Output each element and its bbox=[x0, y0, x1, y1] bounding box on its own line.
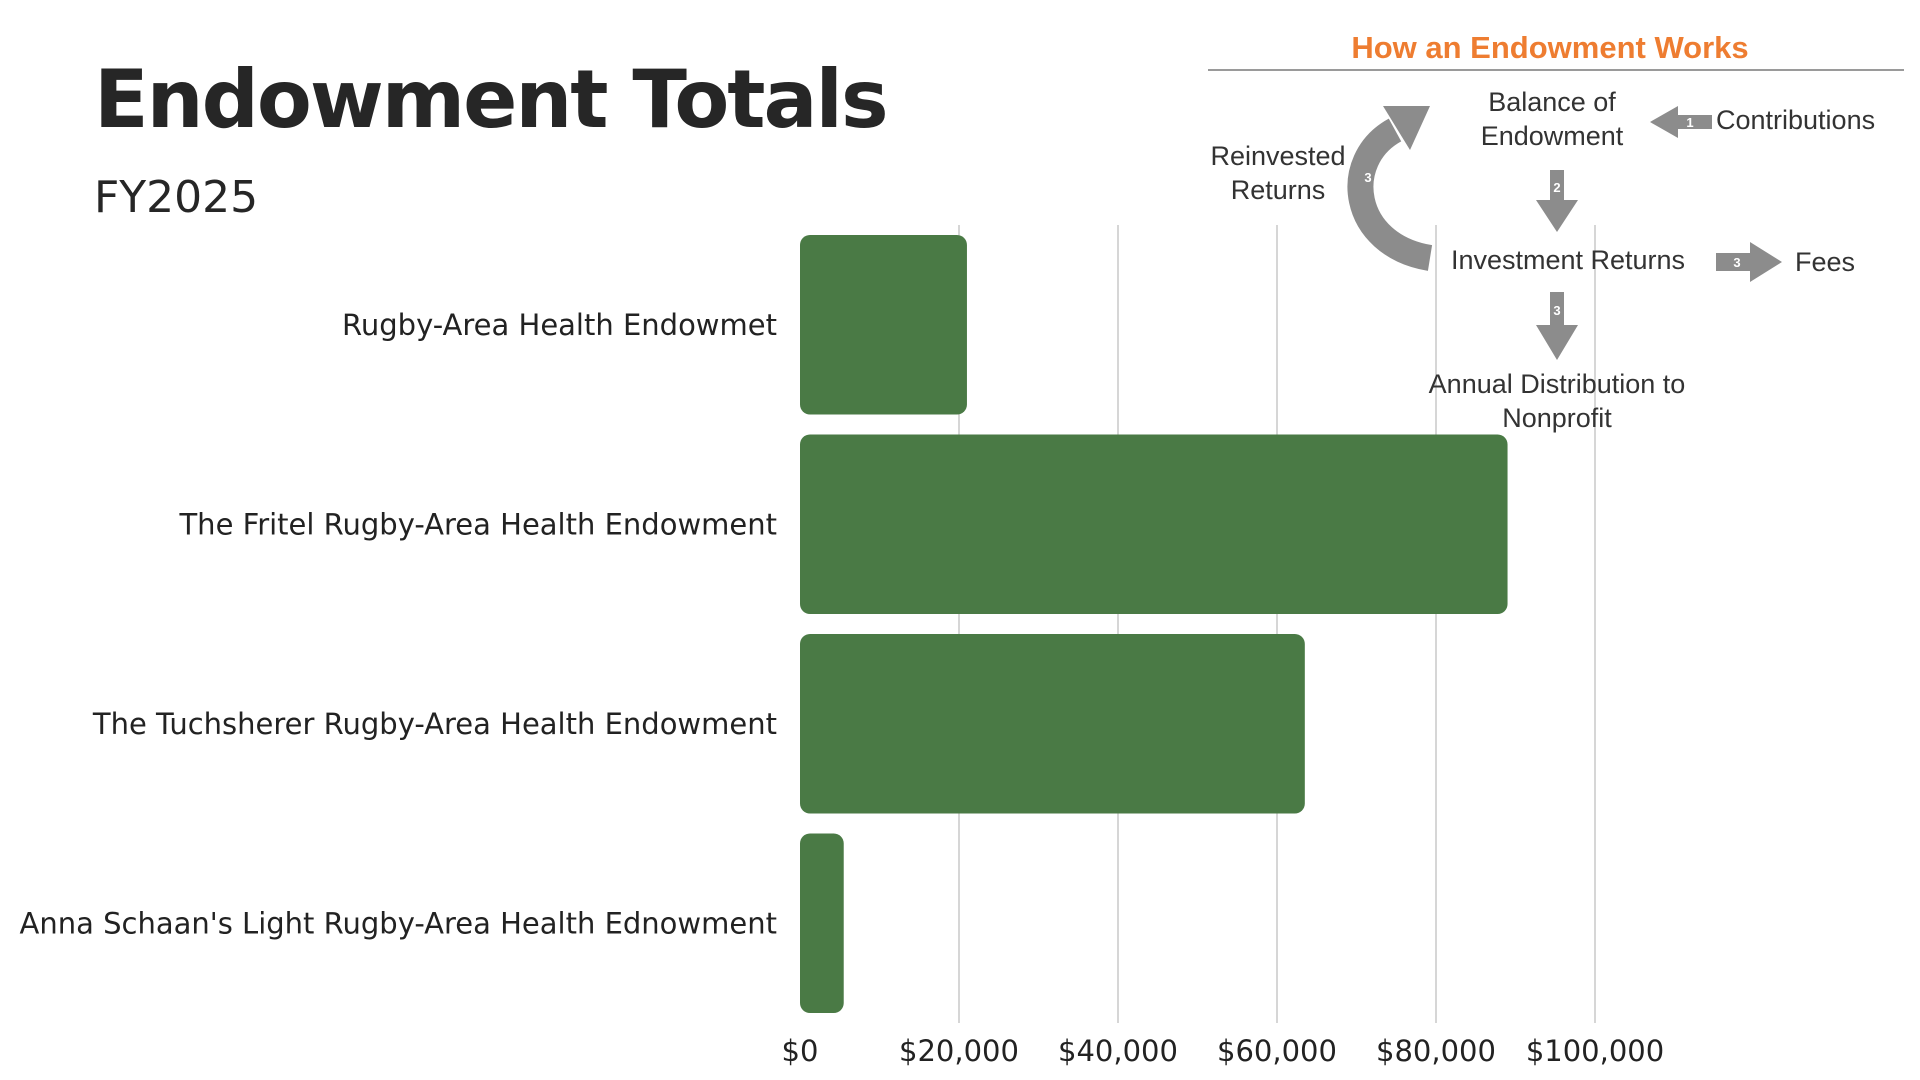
x-axis-ticks: $0 $20,000 $40,000 $60,000 $80,000 $100,000 bbox=[782, 1034, 1665, 1068]
x-tick-label: $60,000 bbox=[1217, 1034, 1337, 1068]
balance-to-returns-arrow-number: 2 bbox=[1553, 180, 1560, 195]
x-tick-label: $80,000 bbox=[1376, 1034, 1496, 1068]
fees-arrow-number: 3 bbox=[1733, 255, 1740, 270]
reinvest-curved-arrow: 3 bbox=[1347, 106, 1433, 271]
balance-node-line1: Balance of bbox=[1488, 87, 1616, 117]
bar bbox=[800, 234, 967, 415]
reinvested-node-line1: Reinvested bbox=[1210, 141, 1345, 171]
x-tick-label: $100,000 bbox=[1526, 1034, 1664, 1068]
fees-arrow: 3 bbox=[1716, 242, 1782, 282]
distribution-node-line2: Nonprofit bbox=[1502, 403, 1612, 433]
distribution-node-line1: Annual Distribution to bbox=[1429, 369, 1686, 399]
x-tick-label: $20,000 bbox=[899, 1034, 1019, 1068]
x-tick-label: $0 bbox=[782, 1034, 819, 1068]
distribution-arrow-number: 3 bbox=[1553, 303, 1560, 318]
bars bbox=[800, 234, 1508, 1014]
endowment-diagram: How an Endowment Works Balance of Endowm… bbox=[1208, 30, 1904, 433]
category-label: The Tuchsherer Rugby-Area Health Endowme… bbox=[92, 707, 777, 741]
bar bbox=[800, 833, 844, 1014]
balance-node-line2: Endowment bbox=[1481, 121, 1624, 151]
diagram-title: How an Endowment Works bbox=[1351, 30, 1748, 65]
bar bbox=[800, 434, 1508, 615]
category-labels: Rugby-Area Health Endowmet The Fritel Rug… bbox=[20, 308, 777, 941]
reinvested-node-line2: Returns bbox=[1231, 175, 1326, 205]
category-label: Rugby-Area Health Endowmet bbox=[342, 308, 777, 342]
distribution-arrow: 3 bbox=[1536, 292, 1578, 360]
contributions-node: Contributions bbox=[1716, 105, 1875, 135]
chart-subtitle: FY2025 bbox=[94, 172, 259, 223]
contributions-arrow-number: 1 bbox=[1686, 115, 1693, 130]
investment-returns-node: Investment Returns bbox=[1451, 245, 1685, 275]
balance-to-returns-arrow: 2 bbox=[1536, 170, 1578, 232]
fees-node: Fees bbox=[1795, 247, 1855, 277]
category-label: The Fritel Rugby-Area Health Endowment bbox=[178, 507, 777, 541]
bar bbox=[800, 633, 1305, 814]
reinvest-arrow-number: 3 bbox=[1364, 170, 1371, 185]
contributions-arrow: 1 bbox=[1650, 106, 1712, 138]
category-label: Anna Schaan's Light Rugby-Area Health Ed… bbox=[20, 906, 777, 940]
chart-title: Endowment Totals bbox=[94, 53, 889, 146]
x-tick-label: $40,000 bbox=[1058, 1034, 1178, 1068]
